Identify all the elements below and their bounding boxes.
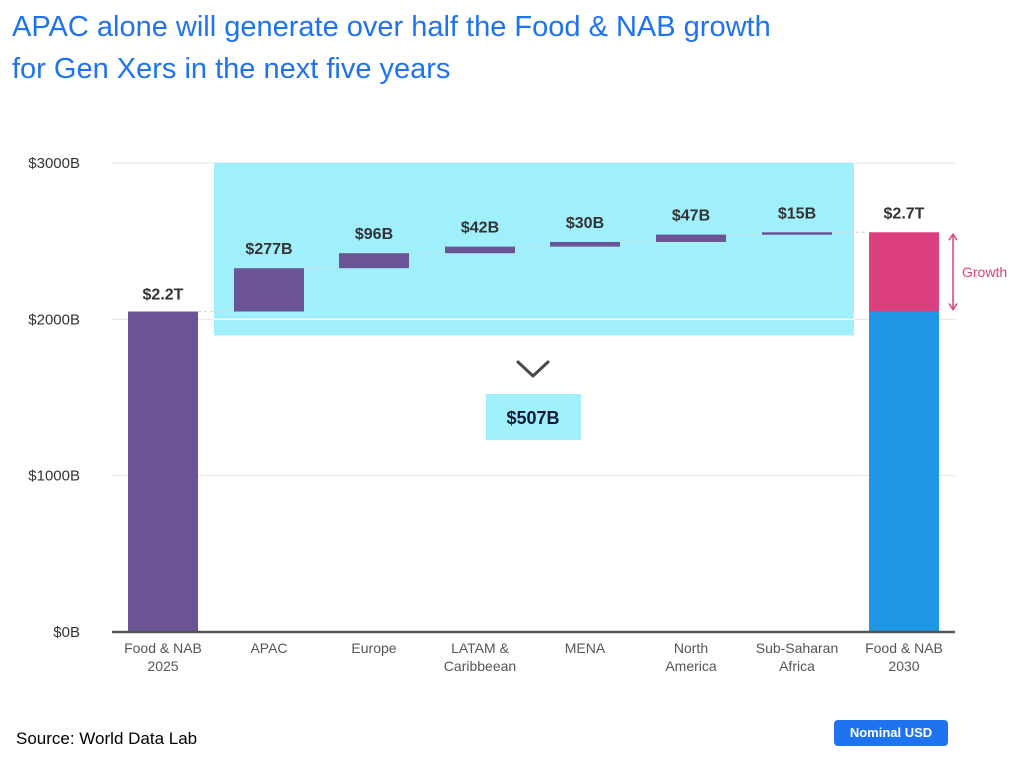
total-growth-value: $507B: [506, 408, 559, 428]
x-tick-label: LATAM &: [451, 640, 509, 656]
x-tick-label: Caribbeean: [444, 658, 516, 674]
data-label: $30B: [566, 215, 604, 232]
data-label: $47B: [672, 208, 710, 225]
chevron-down-icon: [516, 360, 550, 378]
y-tick-label: $0B: [53, 624, 80, 641]
bar-increment: [339, 253, 409, 269]
data-label: $2.7T: [884, 205, 925, 222]
chart-title: APAC alone will generate over half the F…: [12, 6, 1012, 90]
growth-arrow-head-top: [948, 232, 958, 241]
bar-food-nab-2030-growth: [869, 232, 939, 312]
x-tick-label: Food & NAB: [124, 640, 202, 656]
x-tick-label: MENA: [565, 640, 606, 656]
x-tick-label: America: [665, 658, 717, 674]
bar-food-nab-2030-base: [869, 311, 939, 632]
data-label: $277B: [245, 241, 292, 258]
bar-increment: [234, 268, 304, 312]
bar-increment: [550, 241, 620, 247]
x-tick-label: Africa: [779, 658, 815, 674]
data-label: $2.2T: [143, 287, 184, 304]
x-tick-label: Europe: [351, 640, 396, 656]
title-line-1: APAC alone will generate over half the F…: [12, 11, 771, 43]
x-tick-label: Sub-Saharan: [756, 640, 839, 656]
bar-food-nab-2025: [128, 311, 198, 632]
nominal-usd-badge: Nominal USD: [834, 720, 948, 746]
bar-increment: [445, 246, 515, 254]
bar-increment: [762, 232, 832, 235]
data-label: $42B: [461, 220, 499, 237]
total-growth-box: [486, 394, 581, 440]
x-tick-label: APAC: [250, 640, 287, 656]
x-tick-label: 2030: [888, 658, 919, 674]
highlight-region: [214, 163, 854, 336]
x-tick-label: Food & NAB: [865, 640, 943, 656]
y-tick-label: $1000B: [28, 468, 80, 485]
data-label: $96B: [355, 226, 393, 243]
title-line-2: for Gen Xers in the next five years: [12, 53, 451, 85]
source-note: Source: World Data Lab: [16, 729, 198, 748]
data-label: $15B: [778, 205, 816, 222]
growth-label: Growth: [962, 264, 1007, 280]
bar-increment: [656, 234, 726, 242]
y-tick-label: $2000B: [28, 311, 80, 328]
x-tick-label: 2025: [147, 658, 178, 674]
y-tick-label: $3000B: [28, 155, 80, 172]
growth-arrow-head-bottom: [948, 303, 958, 311]
x-tick-label: North: [674, 640, 708, 656]
